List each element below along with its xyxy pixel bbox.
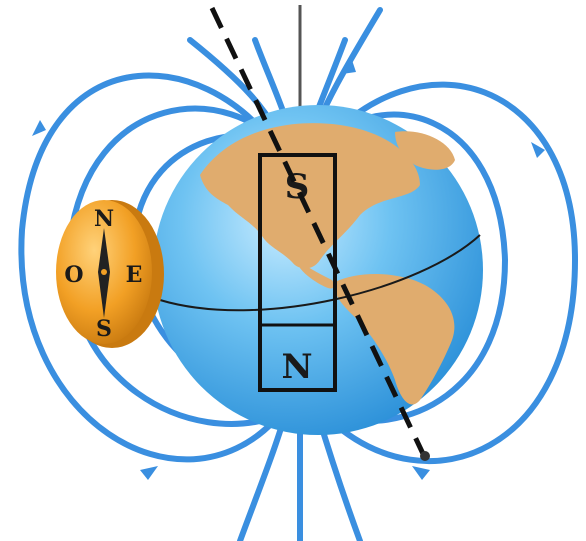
arrow-right-outer: [531, 142, 545, 158]
magnet-north-label: N: [281, 347, 312, 387]
land-north-america: [200, 123, 420, 269]
compass-north-label: N: [94, 206, 114, 232]
arrow-left-outer: [32, 120, 46, 136]
land-central-america: [300, 262, 335, 289]
land-south-america: [334, 274, 455, 405]
compass: N S E O: [56, 200, 164, 348]
land-greenland: [395, 131, 455, 170]
arrow-top-right: [342, 60, 356, 74]
compass-south-label: S: [96, 316, 112, 342]
field-line-left-outer: [18, 72, 281, 463]
axis-end-dot: [420, 451, 430, 461]
field-line-right-outer: [315, 81, 579, 464]
arrow-left-bottom: [140, 466, 158, 480]
rotation-axis-dashed: [209, 6, 428, 460]
compass-pivot: [101, 269, 107, 275]
arrow-right-bottom: [412, 466, 430, 480]
compass-west-label: O: [64, 262, 83, 288]
field-arrows: [32, 60, 545, 480]
compass-east-label: E: [126, 262, 143, 288]
